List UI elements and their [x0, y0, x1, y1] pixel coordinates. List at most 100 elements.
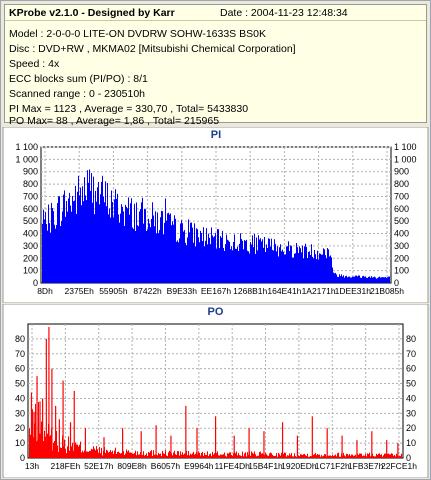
data-bar — [297, 247, 298, 283]
data-bar — [78, 446, 79, 458]
data-bar — [188, 219, 189, 283]
data-bar — [198, 237, 199, 283]
data-bar — [67, 211, 68, 283]
data-bar — [180, 223, 181, 283]
data-bar — [396, 453, 397, 458]
data-bar — [294, 253, 295, 283]
spike-bar — [311, 416, 313, 458]
data-bar — [365, 453, 366, 458]
data-bar — [46, 223, 47, 283]
data-bar — [169, 214, 170, 283]
data-bar — [261, 241, 262, 283]
data-bar — [50, 232, 51, 283]
data-bar — [127, 451, 128, 458]
data-bar — [125, 453, 126, 458]
spike-bar — [386, 440, 388, 458]
data-bar — [356, 275, 357, 283]
data-bar — [139, 211, 140, 283]
data-bar — [107, 183, 108, 283]
data-bar — [258, 235, 259, 283]
data-bar — [117, 193, 118, 283]
data-bar — [385, 453, 386, 458]
data-bar — [148, 218, 149, 283]
data-bar — [181, 220, 182, 283]
data-bar — [220, 236, 221, 283]
data-bar — [301, 252, 302, 283]
data-bar — [116, 198, 117, 283]
data-bar — [239, 243, 240, 283]
y-tick-label: 400 — [23, 229, 38, 239]
data-bar — [64, 190, 65, 283]
data-bar — [272, 249, 273, 283]
data-bar — [250, 242, 251, 283]
data-bar — [218, 229, 219, 283]
data-bar — [299, 456, 300, 458]
x-tick-label: EE167h — [201, 286, 232, 296]
data-bar — [298, 253, 299, 283]
data-bar — [216, 453, 217, 458]
data-bar — [352, 276, 353, 283]
data-bar — [286, 456, 287, 458]
data-bar — [175, 454, 176, 458]
data-bar — [129, 452, 130, 458]
data-bar — [245, 240, 246, 283]
data-bar — [337, 276, 338, 283]
data-bar — [267, 455, 268, 458]
data-bar — [331, 456, 332, 458]
pi-stats: PI Max = 1123 , Average = 330,70 , Total… — [9, 103, 249, 115]
x-tick-label: 13h — [25, 461, 39, 471]
data-bar — [217, 229, 218, 283]
data-bar — [217, 451, 218, 458]
data-bar — [241, 456, 242, 458]
data-bar — [382, 277, 383, 283]
data-bar — [375, 456, 376, 458]
data-bar — [272, 454, 273, 458]
data-bar — [362, 456, 363, 458]
data-bar — [233, 242, 234, 283]
data-bar — [229, 241, 230, 283]
data-bar — [240, 233, 241, 283]
data-bar — [323, 455, 324, 458]
data-bar — [360, 453, 361, 458]
data-bar — [388, 453, 389, 458]
data-bar — [287, 246, 288, 283]
data-bar — [306, 455, 307, 458]
data-bar — [53, 211, 54, 283]
data-bar — [258, 455, 259, 458]
data-bar — [125, 204, 126, 283]
spike-bar — [51, 368, 53, 458]
data-bar — [69, 450, 70, 458]
spike-bar — [55, 405, 57, 458]
data-bar — [207, 244, 208, 283]
data-bar — [143, 451, 144, 458]
data-bar — [355, 275, 356, 283]
data-bar — [335, 454, 336, 458]
x-tick-label: 1A2171h — [302, 286, 336, 296]
data-bar — [131, 198, 132, 283]
y-tick-label: 700 — [23, 191, 38, 201]
data-bar — [192, 227, 193, 283]
data-bar — [45, 436, 46, 458]
data-bar — [45, 212, 46, 283]
spike-bar — [140, 431, 142, 458]
data-bar — [350, 455, 351, 458]
data-bar — [174, 450, 175, 458]
data-bar — [145, 454, 146, 458]
data-bar — [160, 453, 161, 458]
data-bar — [340, 276, 341, 283]
data-bar — [264, 236, 265, 283]
data-bar — [378, 453, 379, 458]
data-bar — [344, 455, 345, 458]
data-bar — [122, 206, 123, 283]
data-bar — [147, 455, 148, 458]
data-bar — [222, 230, 223, 283]
data-bar — [276, 453, 277, 458]
data-bar — [224, 452, 225, 458]
data-bar — [383, 277, 384, 283]
data-bar — [164, 222, 165, 283]
data-bar — [132, 227, 133, 283]
y-tick-label: 10 — [15, 438, 25, 448]
data-bar — [276, 251, 277, 283]
data-bar — [238, 250, 239, 283]
data-bar — [166, 455, 167, 458]
